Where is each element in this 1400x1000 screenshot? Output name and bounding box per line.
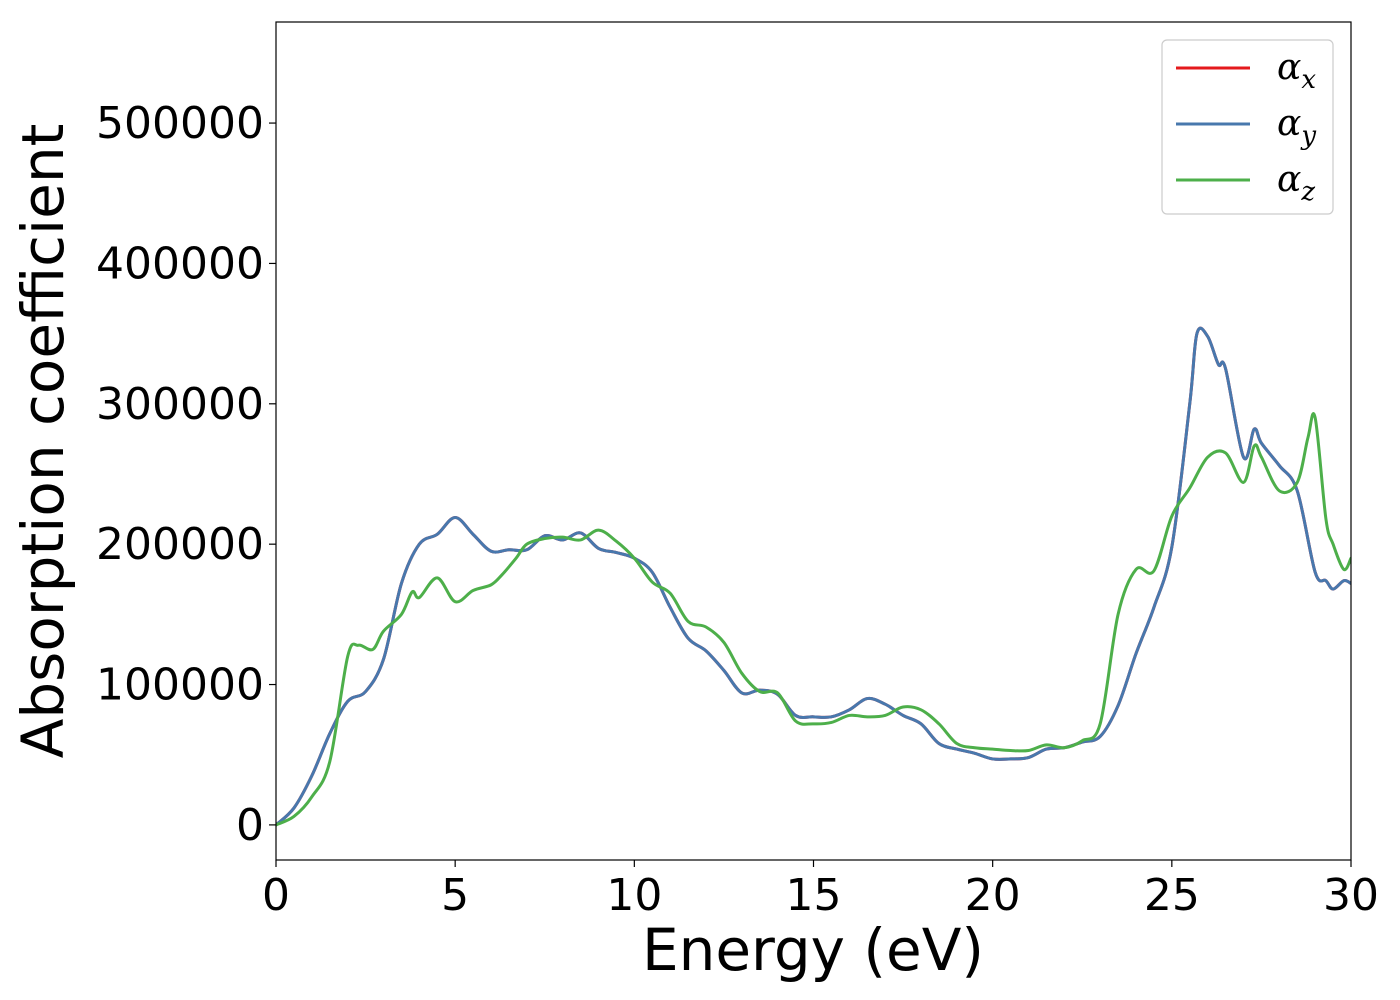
- legend-symbol: α: [1277, 159, 1301, 200]
- y-tick-label: 400000: [96, 238, 264, 289]
- y-tick-label: 100000: [96, 660, 264, 711]
- x-tick-label: 0: [262, 870, 290, 921]
- y-tick-label: 300000: [96, 379, 264, 430]
- series-line-z: [276, 412, 1351, 827]
- legend-subscript: z: [1300, 177, 1315, 207]
- legend-symbol: α: [1277, 47, 1301, 88]
- y-axis: 0 100000 200000 300000 400000 500000: [96, 98, 276, 851]
- y-tick-label: 0: [236, 800, 264, 851]
- legend-label-y: αy: [1277, 103, 1316, 151]
- legend-subscript: x: [1301, 65, 1316, 95]
- x-tick-label: 25: [1144, 870, 1200, 921]
- y-tick-label: 200000: [96, 519, 264, 570]
- legend-label-z: αz: [1277, 159, 1315, 207]
- x-axis: 0 5 10 15 20 25 30: [262, 860, 1379, 921]
- x-tick-label: 5: [441, 870, 469, 921]
- x-axis-title: Energy (eV): [642, 916, 984, 984]
- y-axis-title: Absorption coefficient: [9, 124, 77, 759]
- x-tick-label: 20: [965, 870, 1021, 921]
- legend-frame: [1161, 39, 1334, 215]
- series-line-y: [276, 326, 1351, 827]
- x-tick-label: 30: [1323, 870, 1379, 921]
- y-tick-label: 500000: [96, 98, 264, 149]
- x-tick-label: 15: [786, 870, 842, 921]
- legend-label-x: αx: [1277, 47, 1316, 95]
- legend-symbol: α: [1277, 103, 1301, 144]
- series-layer: [276, 326, 1351, 827]
- x-tick-label: 10: [606, 870, 662, 921]
- legend-subscript: y: [1300, 121, 1316, 151]
